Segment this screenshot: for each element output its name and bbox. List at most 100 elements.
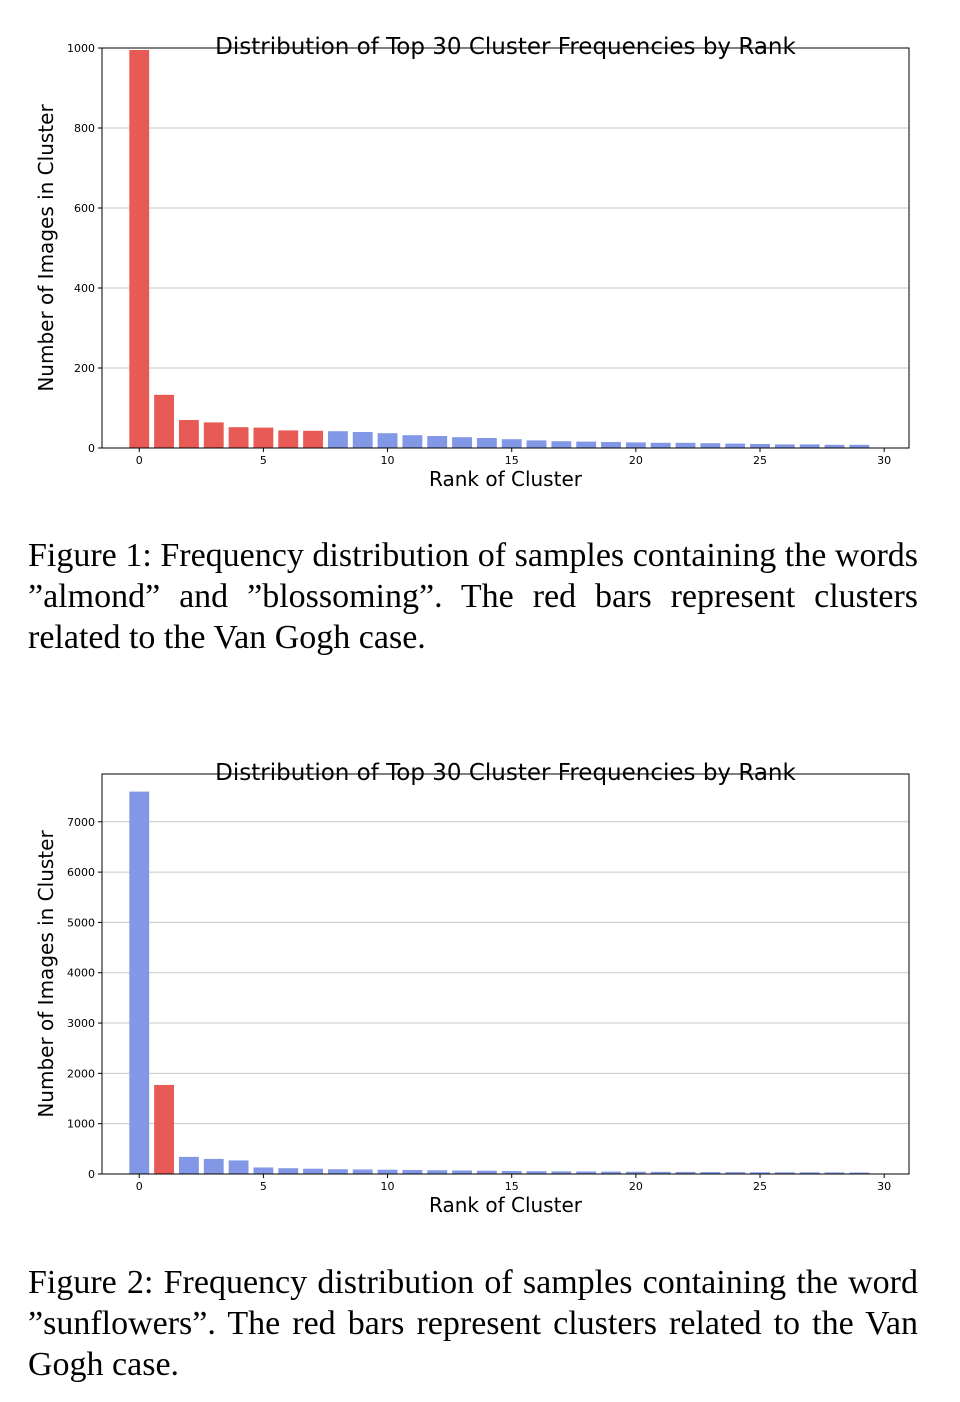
x-tick-label: 20 xyxy=(629,1180,643,1193)
x-axis-label: Rank of Cluster xyxy=(429,467,583,491)
bar xyxy=(377,433,398,448)
x-tick-label: 25 xyxy=(753,1180,767,1193)
bar xyxy=(849,444,870,448)
y-axis-label: Number of Images in Cluster xyxy=(34,830,58,1118)
chart-title: Distribution of Top 30 Cluster Frequenci… xyxy=(215,34,796,60)
bar xyxy=(601,1171,621,1174)
bar xyxy=(675,1171,696,1174)
bar xyxy=(278,1168,299,1174)
bar xyxy=(178,1156,199,1174)
x-tick-label: 0 xyxy=(136,1180,143,1193)
bar xyxy=(700,443,721,448)
bar xyxy=(700,1172,721,1174)
y-tick-label: 200 xyxy=(74,362,95,375)
x-tick-label: 20 xyxy=(629,454,643,467)
y-tick-label: 1000 xyxy=(67,1118,95,1131)
y-tick-label: 6000 xyxy=(67,866,95,879)
bar xyxy=(774,444,795,448)
bar xyxy=(625,1171,646,1174)
bar xyxy=(253,1167,274,1174)
bar xyxy=(427,1170,448,1174)
bar xyxy=(402,1169,423,1174)
bar-highlighted xyxy=(253,427,274,448)
x-tick-label: 15 xyxy=(505,1180,519,1193)
bar xyxy=(551,1171,572,1174)
bar xyxy=(303,1168,323,1174)
bar xyxy=(327,1169,348,1174)
figure-2-caption: Figure 2: Frequency distribution of samp… xyxy=(28,1264,918,1383)
bar xyxy=(576,441,597,448)
x-axis-label: Rank of Cluster xyxy=(429,1193,583,1217)
bar-highlighted xyxy=(129,50,150,448)
chart-title: Distribution of Top 30 Cluster Frequenci… xyxy=(215,760,796,786)
bar-highlighted xyxy=(154,394,175,448)
x-tick-label: 25 xyxy=(753,454,767,467)
y-tick-label: 400 xyxy=(74,282,95,295)
y-tick-label: 7000 xyxy=(67,816,95,829)
x-tick-label: 30 xyxy=(877,1180,891,1193)
bar xyxy=(352,432,373,448)
bar-highlighted xyxy=(178,420,199,448)
figure-2-chart: Distribution of Top 30 Cluster Frequenci… xyxy=(34,760,910,1217)
y-tick-label: 4000 xyxy=(67,967,95,980)
bar xyxy=(476,1170,497,1174)
bar xyxy=(849,1172,870,1174)
bar xyxy=(750,1172,770,1174)
bar-highlighted xyxy=(278,430,299,448)
bar xyxy=(824,444,845,448)
bar xyxy=(625,442,646,448)
x-tick-label: 5 xyxy=(260,454,267,467)
bar xyxy=(452,437,472,448)
x-tick-label: 5 xyxy=(260,1180,267,1193)
bar xyxy=(129,791,150,1174)
bar xyxy=(675,442,696,448)
y-axis-label: Number of Images in Cluster xyxy=(34,104,58,392)
bar xyxy=(551,441,572,448)
y-tick-label: 5000 xyxy=(67,916,95,929)
bar xyxy=(476,438,497,448)
bar xyxy=(501,439,522,448)
bar-highlighted xyxy=(303,430,323,448)
x-tick-label: 15 xyxy=(505,454,519,467)
bar xyxy=(203,1158,224,1174)
bar xyxy=(352,1169,373,1174)
bar xyxy=(650,1171,671,1174)
bar xyxy=(452,1170,472,1174)
y-tick-label: 2000 xyxy=(67,1067,95,1080)
bar xyxy=(526,440,547,448)
bar xyxy=(327,431,348,448)
bar xyxy=(725,1172,746,1174)
y-tick-label: 3000 xyxy=(67,1017,95,1030)
bar xyxy=(725,443,746,448)
bar xyxy=(402,435,423,448)
bar xyxy=(501,1170,522,1174)
bar-highlighted xyxy=(154,1084,175,1174)
bar xyxy=(750,444,770,448)
bar xyxy=(576,1171,597,1174)
bar xyxy=(377,1169,398,1174)
x-tick-label: 30 xyxy=(877,454,891,467)
bar xyxy=(427,436,448,448)
figure-1-caption: Figure 1: Frequency distribution of samp… xyxy=(28,537,918,656)
bar xyxy=(774,1172,795,1174)
bar xyxy=(650,442,671,448)
bar xyxy=(799,1172,820,1174)
x-tick-label: 10 xyxy=(381,1180,395,1193)
x-tick-label: 10 xyxy=(381,454,395,467)
plot-frame xyxy=(101,47,910,449)
y-tick-label: 0 xyxy=(88,1168,95,1181)
x-tick-label: 0 xyxy=(136,454,143,467)
y-tick-label: 1000 xyxy=(67,42,95,55)
plot-frame xyxy=(101,773,910,1175)
bar xyxy=(824,1172,845,1174)
y-tick-label: 0 xyxy=(88,442,95,455)
bar xyxy=(526,1171,547,1174)
bar xyxy=(228,1160,249,1174)
bar-highlighted xyxy=(228,427,249,448)
y-tick-label: 800 xyxy=(74,122,95,135)
figure-1-chart: Distribution of Top 30 Cluster Frequenci… xyxy=(34,34,910,491)
bar xyxy=(601,442,621,448)
bar xyxy=(799,444,820,448)
bar-highlighted xyxy=(203,422,224,448)
y-tick-label: 600 xyxy=(74,202,95,215)
